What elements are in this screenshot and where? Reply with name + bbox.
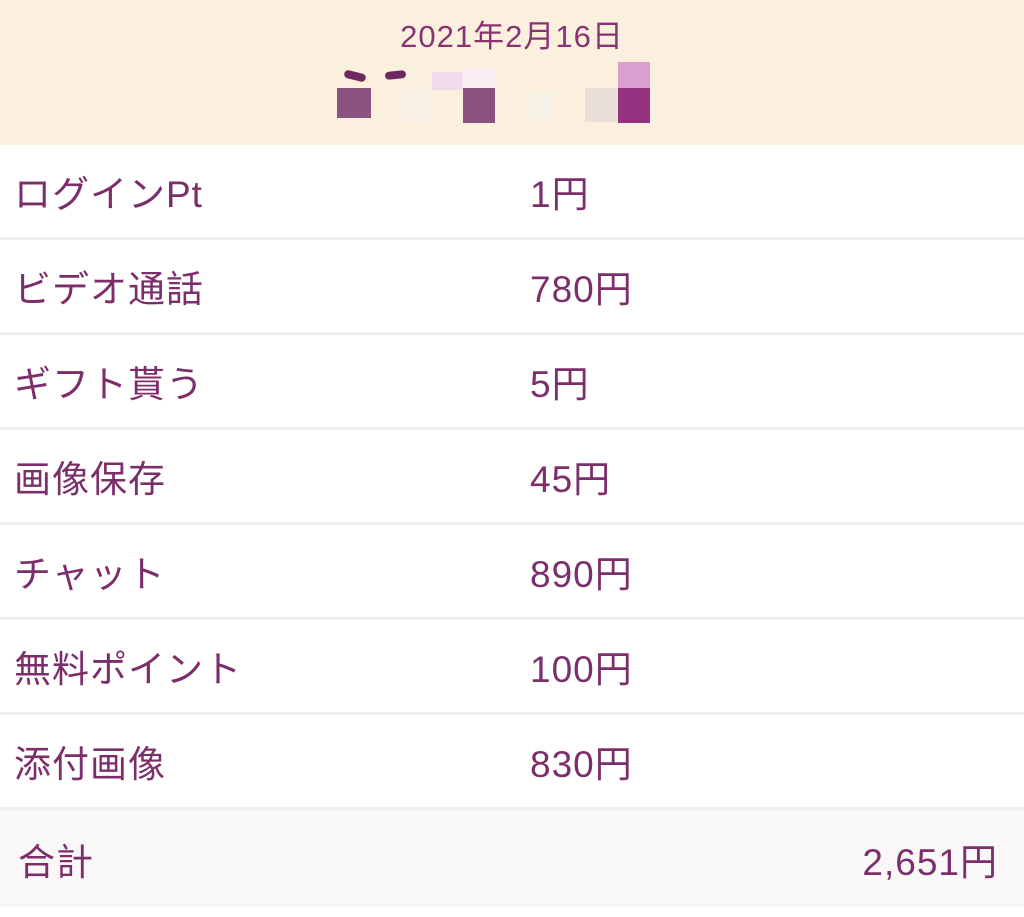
row-value: 890円 xyxy=(530,554,633,595)
row-value: 45円 xyxy=(530,459,612,500)
row-label: チャット xyxy=(14,554,166,595)
table-row-login-pt: ログインPt 1円 xyxy=(0,145,1024,240)
report-date: 2021年2月16日 xyxy=(400,19,624,54)
pixel-block xyxy=(463,68,495,88)
table-row-image-save: 画像保存 45円 xyxy=(0,430,1024,525)
table-row-gift-received: ギフト貰う 5円 xyxy=(0,335,1024,430)
row-label: 添付画像 xyxy=(14,744,166,785)
row-label: 無料ポイント xyxy=(14,649,242,690)
row-value: 5円 xyxy=(530,364,590,405)
pixel-block xyxy=(432,72,463,90)
row-value: 780円 xyxy=(530,269,633,310)
table-row-chat: チャット 890円 xyxy=(0,525,1024,620)
row-label: 画像保存 xyxy=(14,459,166,500)
earnings-table: ログインPt 1円 ビデオ通話 780円 ギフト貰う 5円 画像保存 45円 チ… xyxy=(0,145,1024,917)
pixel-block xyxy=(384,69,407,81)
row-label: ログインPt xyxy=(14,174,203,215)
row-label: ビデオ通話 xyxy=(14,269,204,310)
redacted-username-pixelation xyxy=(0,0,1024,145)
table-row-attached-image: 添付画像 830円 xyxy=(0,715,1024,810)
pixel-block xyxy=(343,69,367,83)
pixel-block xyxy=(585,88,618,122)
pixel-block xyxy=(402,88,430,123)
row-value: 830円 xyxy=(530,744,633,785)
table-row-free-points: 無料ポイント 100円 xyxy=(0,620,1024,715)
row-value: 100円 xyxy=(530,649,633,690)
row-value: 1円 xyxy=(530,174,590,215)
row-label: ギフト貰う xyxy=(14,364,204,405)
report-header: 2021年2月16日 xyxy=(0,0,1024,145)
table-row-video-call: ビデオ通話 780円 xyxy=(0,240,1024,335)
total-label: 合計 xyxy=(18,841,94,883)
pixel-block xyxy=(618,88,650,123)
pixel-block xyxy=(337,88,371,118)
total-value: 2,651円 xyxy=(862,841,998,883)
pixel-block xyxy=(525,92,553,120)
pixel-block xyxy=(618,62,650,88)
table-row-total: 合計 2,651円 xyxy=(0,810,1024,907)
pixel-block xyxy=(463,88,495,123)
bottom-strip xyxy=(0,907,1024,917)
